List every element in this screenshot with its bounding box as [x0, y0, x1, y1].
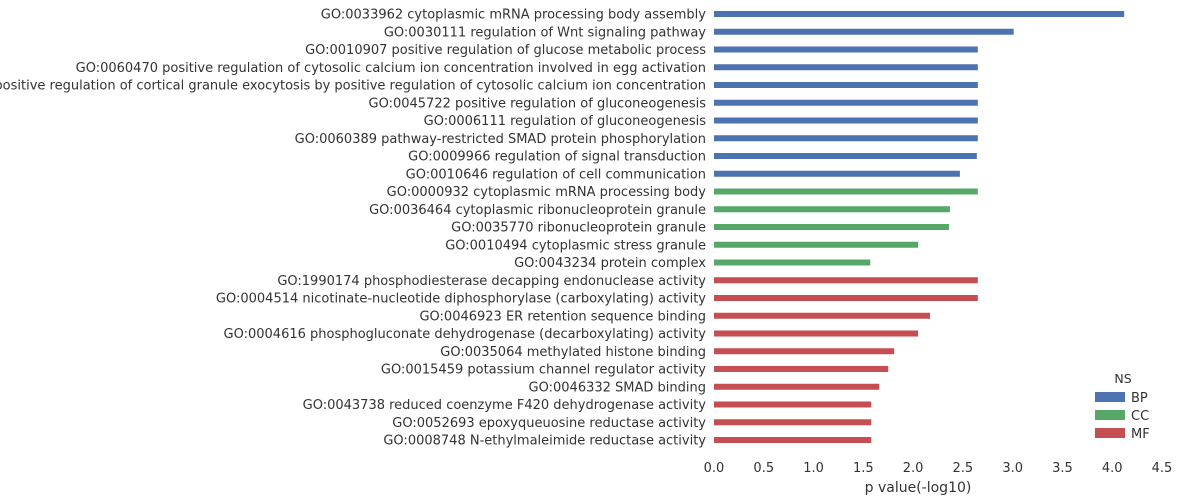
x-axis-ticks: 0.0 0.5 1.0 1.5 2.0 2.5 3.0 3.5 4.0 4.5	[704, 461, 1173, 476]
bar-go-0043234	[714, 259, 871, 266]
category-label: GO:0004616 phosphogluconate dehydrogenas…	[224, 327, 707, 342]
category-label: GO:0033962 cytoplasmic mRNA processing b…	[321, 8, 706, 23]
bar-go-0033962	[714, 11, 1125, 17]
x-tick-label: 2.5	[953, 461, 974, 476]
legend-swatch-mf	[1095, 428, 1125, 438]
legend-swatch-cc	[1095, 410, 1125, 420]
x-tick-label: 0.5	[753, 461, 774, 476]
category-labels: GO:0033962 cytoplasmic mRNA processing b…	[0, 8, 706, 449]
bar-go-0043738	[714, 401, 872, 408]
bar-go-0030111	[714, 28, 1014, 35]
category-label: GO:0043234 protein complex	[514, 256, 706, 271]
category-label: GO:0015459 potassium channel regulator a…	[381, 363, 706, 378]
bar-go-0010494	[714, 241, 919, 248]
category-label: GO:0043738 reduced coenzyme F420 dehydro…	[303, 398, 707, 413]
bar-go-0036464	[714, 206, 950, 213]
bar-go-0004514	[714, 295, 978, 301]
legend-entries: BP CC MF	[1095, 391, 1150, 442]
bar-go-0046332	[714, 383, 880, 390]
bar-go-0015459	[714, 366, 889, 372]
x-tick-label: 0.0	[704, 461, 725, 476]
category-label: GO:0008748 N-ethylmaleimide reductase ac…	[383, 434, 706, 449]
category-label: GO:0035064 methylated histone binding	[440, 345, 706, 360]
legend-label-cc: CC	[1131, 409, 1149, 424]
category-label: GO:0046332 SMAD binding	[529, 380, 706, 395]
bar-go-0046923	[714, 312, 931, 319]
bar-go-0035064	[714, 348, 895, 355]
legend-swatch-bp	[1095, 392, 1125, 402]
x-tick-label: 3.5	[1052, 461, 1073, 476]
bar-go-0035770	[714, 224, 949, 230]
category-label: GO:0004514 nicotinate-nucleotide diphosp…	[216, 292, 706, 307]
category-label: GO:0030111 regulation of Wnt signaling p…	[384, 25, 706, 40]
x-tick-label: 4.0	[1102, 461, 1123, 476]
x-axis-title: p value(-log10)	[865, 480, 972, 496]
category-label: GO:1990174 phosphodiesterase decapping e…	[277, 274, 706, 289]
bar-go-0060472	[714, 82, 978, 88]
category-label: GO:0046923 ER retention sequence binding	[419, 309, 706, 324]
bar-go-0010907	[714, 46, 978, 53]
legend-label-mf: MF	[1131, 427, 1150, 442]
category-label: GO:0009966 regulation of signal transduc…	[408, 150, 706, 165]
category-label: GO:0060470 positive regulation of cytoso…	[76, 61, 706, 76]
bar-go-0060470	[714, 64, 978, 71]
bar-go-0009966	[714, 153, 977, 159]
bar-go-0008748	[714, 437, 872, 443]
bar-go-0006111	[714, 117, 978, 124]
category-label: GO:0000932 cytoplasmic mRNA processing b…	[387, 185, 707, 200]
bar-go-0052693	[714, 419, 872, 426]
x-tick-label: 4.5	[1152, 461, 1173, 476]
bars-group	[714, 11, 1125, 443]
legend-title: NS	[1114, 371, 1131, 386]
bar-go-0045722	[714, 99, 978, 106]
bar-go-0010646	[714, 170, 960, 177]
bar-go-1990174	[714, 277, 978, 284]
category-label: GO:0010907 positive regulation of glucos…	[305, 43, 706, 58]
category-label: GO:0010646 regulation of cell communicat…	[406, 167, 706, 182]
legend-label-bp: BP	[1131, 391, 1148, 406]
category-label: GO:0010494 cytoplasmic stress granule	[445, 238, 706, 253]
category-label: GO:0035770 ribonucleoprotein granule	[451, 221, 706, 236]
x-tick-label: 3.0	[1002, 461, 1023, 476]
x-tick-label: 1.5	[853, 461, 874, 476]
category-label: GO:0045722 positive regulation of glucon…	[369, 96, 707, 111]
bar-go-0004616	[714, 330, 919, 337]
category-label: GO:0052693 epoxyqueuosine reductase acti…	[392, 416, 706, 431]
category-label: GO:0060472 positive regulation of cortic…	[0, 79, 706, 94]
legend: NS BP CC MF	[1095, 371, 1150, 442]
category-label: GO:0036464 cytoplasmic ribonucleoprotein…	[369, 203, 706, 218]
category-label: GO:0060389 pathway-restricted SMAD prote…	[295, 132, 706, 147]
x-tick-label: 1.0	[803, 461, 824, 476]
bar-go-0000932	[714, 188, 978, 195]
x-tick-label: 2.0	[903, 461, 924, 476]
category-label: GO:0006111 regulation of gluconeogenesis	[424, 114, 707, 129]
bar-go-0060389	[714, 135, 978, 142]
